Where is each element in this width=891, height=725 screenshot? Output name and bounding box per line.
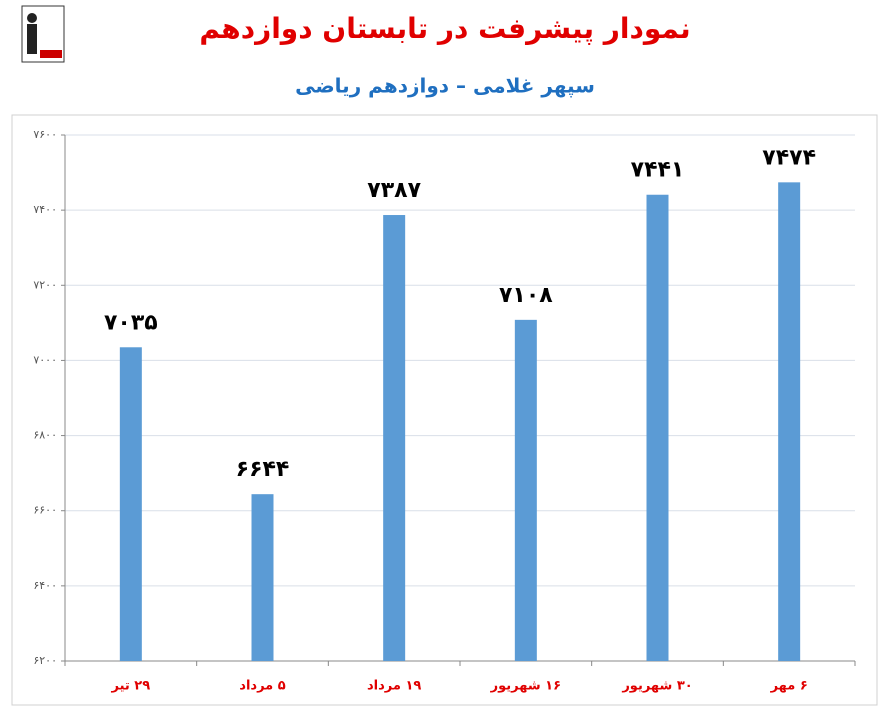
bar: [778, 182, 801, 661]
x-tick-label: ۱۶ شهریور: [490, 679, 561, 694]
bar: [646, 194, 669, 661]
y-tick-label: ۷۲۰۰: [33, 278, 57, 291]
bar: [251, 494, 274, 661]
x-tick-label: ۲۹ تیر: [110, 679, 150, 694]
data-label: ۷۱۰۸: [499, 283, 553, 308]
y-tick-label: ۶۲۰۰: [33, 654, 57, 667]
bar: [514, 319, 537, 661]
chart-title: نمودار پیشرفت در تابستان دوازدهم: [199, 12, 690, 45]
y-tick-label: ۷۴۰۰: [33, 203, 57, 216]
x-tick-label: ۶ مهر: [770, 679, 808, 694]
data-label: ۷۴۴۱: [631, 158, 685, 183]
y-tick-label: ۷۶۰۰: [33, 128, 57, 141]
x-tick-label: ۵ مرداد: [239, 679, 285, 694]
x-tick-label: ۱۹ مرداد: [367, 679, 421, 694]
bar: [383, 215, 406, 661]
y-tick-label: ۷۰۰۰: [33, 353, 57, 366]
data-label: ۷۰۳۵: [104, 310, 158, 335]
y-tick-label: ۶۶۰۰: [33, 504, 57, 517]
data-label: ۶۶۴۴: [236, 457, 290, 482]
chart-frame: [11, 114, 878, 706]
y-tick-label: ۶۴۰۰: [33, 579, 57, 592]
bar: [119, 347, 142, 661]
logo: [21, 5, 65, 63]
chart-subtitle: سپهر غلامی – دوازدهم ریاضی: [295, 74, 595, 99]
y-tick-label: ۶۸۰۰: [33, 429, 57, 442]
data-label: ۷۳۸۷: [367, 178, 421, 203]
x-tick-label: ۳۰ شهریور: [621, 679, 692, 694]
data-label: ۷۴۷۴: [762, 145, 816, 170]
